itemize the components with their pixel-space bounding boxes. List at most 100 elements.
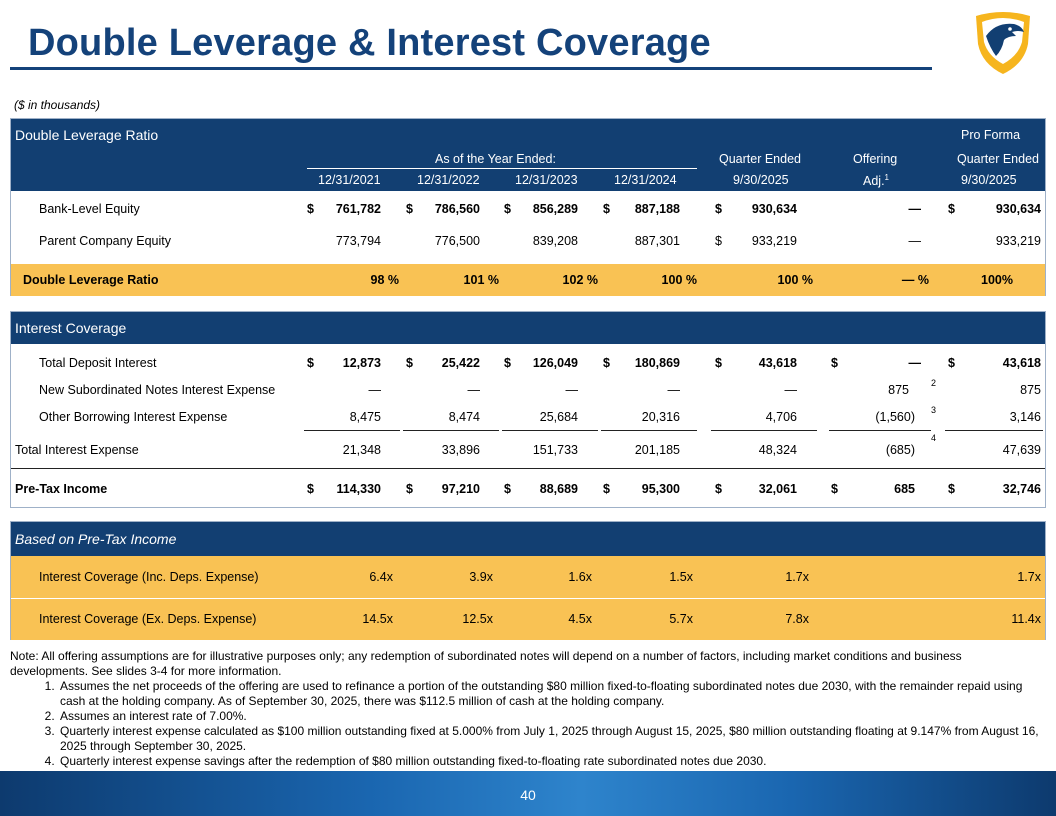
cell: 1.7x — [1017, 570, 1041, 584]
row-label: Double Leverage Ratio — [23, 273, 159, 287]
row-label: Other Borrowing Interest Expense — [39, 410, 228, 424]
section-title: Based on Pre-Tax Income — [15, 531, 177, 547]
cell: — — [908, 356, 922, 370]
eagle-shield-logo — [976, 12, 1030, 74]
cell: 43,618 — [1002, 356, 1041, 370]
dollar-sign: $ — [406, 356, 413, 370]
subtotal-rule — [304, 430, 400, 431]
cell: — — [467, 383, 481, 397]
col-date-q3-2025: 9/30/2025 — [733, 173, 789, 187]
note-4: Quarterly interest expense savings after… — [58, 754, 1040, 769]
cell: 43,618 — [758, 356, 797, 370]
cell: — — [908, 234, 922, 248]
note-2: Assumes an interest rate of 7.00%. — [58, 709, 1040, 724]
cell: 856,289 — [532, 202, 578, 216]
cell: 685 — [894, 482, 915, 496]
cell: 4,706 — [765, 410, 797, 424]
row-label: Total Interest Expense — [15, 443, 139, 457]
pretax-coverage-header — [11, 522, 1045, 556]
note-3: Quarterly interest expense calculated as… — [58, 724, 1040, 754]
subtotal-rule — [403, 430, 499, 431]
row-label: New Subordinated Notes Interest Expense — [39, 383, 276, 397]
coverage-inc-deps-row: Interest Coverage (Inc. Deps. Expense) 6… — [11, 556, 1045, 598]
title-underline — [10, 67, 932, 70]
cell: 8,475 — [349, 410, 381, 424]
dollar-sign: $ — [715, 482, 722, 496]
footnote-mark-1: 1 — [884, 173, 889, 182]
col-date-2022: 12/31/2022 — [417, 173, 480, 187]
footer-band — [0, 771, 1056, 816]
cell: 1.7x — [785, 570, 809, 584]
cell: 761,782 — [335, 202, 381, 216]
notes-intro: Note: All offering assumptions are for i… — [10, 649, 962, 678]
pf-quarter-ended-label: Quarter Ended — [957, 152, 1039, 166]
cell: 14.5x — [362, 612, 393, 626]
interest-coverage-header — [11, 312, 1045, 344]
cell: 126,049 — [532, 356, 578, 370]
dollar-sign: $ — [831, 482, 838, 496]
cell: 5.7x — [669, 612, 693, 626]
dollar-sign: $ — [603, 482, 610, 496]
cell: 8,474 — [448, 410, 480, 424]
cell: — — [565, 383, 579, 397]
cell: 97,210 — [441, 482, 480, 496]
cell: 32,746 — [1002, 482, 1041, 496]
dollar-sign: $ — [504, 356, 511, 370]
cell: 4.5x — [568, 612, 592, 626]
cell: 88,689 — [539, 482, 578, 496]
cell: 7.8x — [785, 612, 809, 626]
interest-coverage-panel: Interest Coverage Total Deposit Interest… — [10, 311, 1046, 508]
subtotal-rule — [829, 430, 931, 431]
dollar-sign: $ — [948, 482, 955, 496]
col-date-2021: 12/31/2021 — [318, 173, 381, 187]
offering-label: Offering — [853, 152, 898, 166]
section-title: Double Leverage Ratio — [15, 127, 159, 143]
cell: 776,500 — [434, 234, 480, 248]
cell: 25,684 — [539, 410, 578, 424]
cell: 100 % — [661, 273, 697, 287]
dollar-sign: $ — [406, 482, 413, 496]
footnote-mark-4: 4 — [931, 433, 937, 443]
dollar-sign: $ — [603, 202, 610, 216]
cell: 773,794 — [335, 234, 381, 248]
as-of-underline — [307, 168, 697, 169]
page-title: Double Leverage & Interest Coverage — [28, 22, 711, 64]
double-leverage-ratio-row: Double Leverage Ratio 98 % 101 % 102 % 1… — [11, 264, 1045, 296]
cell: 98 % — [370, 273, 400, 287]
pretax-coverage-panel: Based on Pre-Tax Income Interest Coverag… — [10, 521, 1046, 640]
quarter-ended-label: Quarter Ended — [719, 152, 801, 166]
cell: 201,185 — [634, 443, 680, 457]
dollar-sign: $ — [715, 356, 722, 370]
subtotal-rule — [502, 430, 598, 431]
double-leverage-panel: Double Leverage Ratio Pro Forma As of th… — [10, 118, 1046, 296]
cell: 100% — [981, 273, 1013, 287]
dollar-sign: $ — [406, 202, 413, 216]
cell: 20,316 — [641, 410, 680, 424]
row-label: Parent Company Equity — [39, 234, 172, 248]
dollar-sign: $ — [307, 356, 314, 370]
page-number: 40 — [520, 787, 536, 803]
cell: 101 % — [463, 273, 499, 287]
cell: 25,422 — [441, 356, 480, 370]
dollar-sign: $ — [948, 202, 955, 216]
cell: 3,146 — [1009, 410, 1041, 424]
as-of-label: As of the Year Ended: — [435, 152, 556, 166]
footnotes: Note: All offering assumptions are for i… — [10, 649, 1040, 769]
notes-list: Assumes the net proceeds of the offering… — [10, 679, 1040, 769]
cell: 114,330 — [336, 482, 382, 496]
cell: 32,061 — [758, 482, 797, 496]
cell: 6.4x — [369, 570, 393, 584]
units-note: ($ in thousands) — [14, 98, 101, 112]
dollar-sign: $ — [504, 482, 511, 496]
note-1: Assumes the net proceeds of the offering… — [58, 679, 1040, 709]
dollar-sign: $ — [948, 356, 955, 370]
subtotal-rule — [711, 430, 817, 431]
row-label: Interest Coverage (Inc. Deps. Expense) — [39, 570, 259, 584]
dollar-sign: $ — [603, 356, 610, 370]
cell: 11.4x — [1011, 612, 1041, 626]
cell: 887,188 — [634, 202, 680, 216]
cell: 12,873 — [342, 356, 381, 370]
col-date-2024: 12/31/2024 — [614, 173, 677, 187]
cell: 875 — [1020, 383, 1041, 397]
cell: 151,733 — [532, 443, 578, 457]
